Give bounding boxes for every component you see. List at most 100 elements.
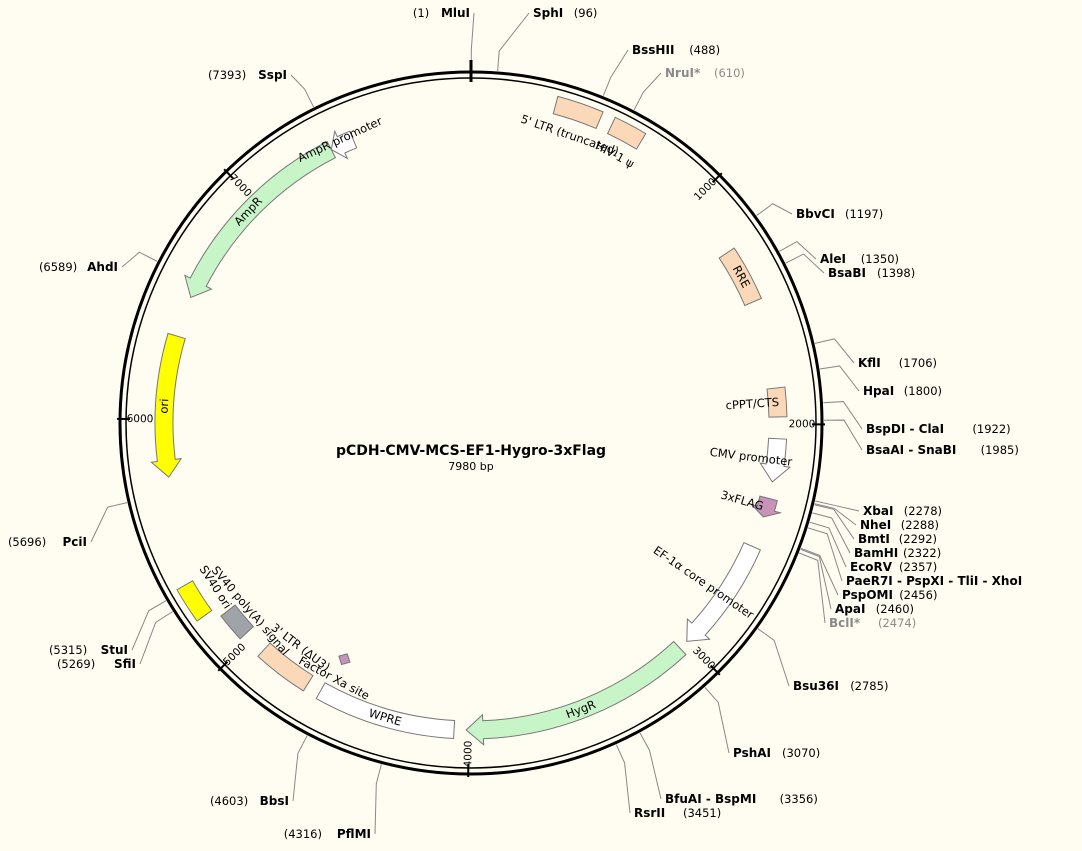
site-pflmi[interactable]: PflMI (4316) [284,827,371,841]
site-name: RsrII [634,806,665,820]
site-leader-ahdi [121,251,158,268]
feature-shape [220,604,255,640]
site-position: (2292) [899,532,937,546]
site-position: (1800) [904,384,942,398]
site-position: (1350) [861,252,899,266]
site-name: SfiI [114,657,136,671]
site-name: BclI* [829,616,861,630]
site-leaders [90,12,863,835]
site-leader-nrui [633,72,662,111]
site-position: (1) [413,6,429,20]
site-name: SspI [258,68,287,82]
site-leader-bcli [799,552,826,624]
feature-shape [150,332,186,478]
site-name: PflMI [337,827,371,841]
site-apai[interactable]: ApaI (2460) [835,602,914,616]
site-position: (4316) [284,827,322,841]
site-bbsi[interactable]: BbsI (4603) [210,794,289,808]
feature-rre[interactable]: RRE [718,247,763,307]
site-name: AleI [820,252,846,266]
feature-shape [257,642,314,692]
site-bcli[interactable]: BclI* (2474) [829,616,916,630]
site-bamhi[interactable]: BamHI (2322) [854,546,941,560]
site-name: BbvCI [796,207,835,221]
site-position: (7393) [208,68,246,82]
site-ahdi[interactable]: AhdI (6589) [39,260,118,274]
site-leader-pcii [90,502,128,543]
feature-shape [766,386,788,418]
plasmid-backbone [118,60,824,776]
site-name: PaeR7I - PspXI - TliI - XhoI [846,574,1022,588]
site-bbvci[interactable]: BbvCI (1197) [796,207,883,221]
site-name: XbaI [863,504,893,518]
site-position: (2456) [899,588,937,602]
site-bspdi[interactable]: BspDI - ClaI (1922) [866,422,1011,436]
site-ecorv[interactable]: EcoRV (2357) [850,560,937,574]
site-bfuai[interactable]: BfuAI - BspMI (3356) [665,792,818,806]
feature-shape [552,95,604,130]
site-bmti[interactable]: BmtI (2292) [858,532,937,546]
site-leader-kfli [814,338,855,364]
site-paer7i[interactable]: PaeR7I - PspXI - TliI - XhoI(2378) [846,574,1082,588]
site-bsshii[interactable]: BssHII (488) [632,43,720,57]
site-leader-sspi [290,74,315,108]
site-name: StuI [101,643,128,657]
feature-shape [749,495,783,518]
site-position: (1398) [877,266,915,280]
site-position: (610) [714,66,745,80]
tick-label-4000: 4000 [462,741,474,768]
site-pspomi[interactable]: PspOMI (2456) [842,588,937,602]
site-leader-bsu36i [757,628,790,687]
tick-1000 [711,172,723,184]
site-hpai[interactable]: HpaI (1800) [863,384,942,398]
site-alei[interactable]: AleI (1350) [820,252,899,266]
site-position: (6589) [39,260,77,274]
site-leader-bbsi [292,735,308,802]
feature-shape [315,682,456,740]
site-leader-apai [800,548,832,610]
site-name: BspDI - ClaI [866,422,944,436]
site-nhei[interactable]: NheI (2288) [860,518,939,532]
site-sphi[interactable]: SphI (96) [533,6,597,20]
feature-shape [718,247,763,307]
site-position: (1706) [899,356,937,370]
feature-ori[interactable]: ori [150,332,186,478]
site-mlui[interactable]: MluI (1) [413,6,470,20]
site-position: (4603) [210,794,248,808]
site-position: (2322) [903,546,941,560]
site-position: (3070) [782,746,820,760]
site-nrui[interactable]: NruI* (610) [665,66,745,80]
site-name: SphI [533,6,563,20]
site-sfii[interactable]: SfiI (5269) [57,657,136,671]
site-pcii[interactable]: PciI (5696) [8,535,87,549]
site-bsaai[interactable]: BsaAI - SnaBI (1985) [866,443,1019,457]
plasmid-size: 7980 bp [448,460,493,473]
site-leader-ecorv [809,521,847,568]
site-sspi[interactable]: SspI (7393) [208,68,287,82]
site-bsu36i[interactable]: Bsu36I (2785) [793,679,888,693]
site-xbai[interactable]: XbaI (2278) [863,504,942,518]
site-name: BfuAI - BspMI [665,792,756,806]
feature-cppt[interactable]: cPPT/CTS [725,386,788,418]
feature-shape [465,640,687,746]
site-stui[interactable]: StuI (5315) [49,643,128,657]
feature-hygr[interactable]: HygR [465,640,687,746]
site-rsrii[interactable]: RsrII (3451) [634,806,721,820]
site-position: (2460) [876,602,914,616]
site-name: KflI [858,356,881,370]
site-name: BamHI [854,546,898,560]
site-kfli[interactable]: KflI (1706) [858,356,937,370]
site-bsabi[interactable]: BsaBI (1398) [828,266,915,280]
site-position: (3356) [780,792,818,806]
site-leader-bsshii [602,49,629,96]
site-leader-bsaai [823,419,863,451]
site-pshai[interactable]: PshAI (3070) [733,746,820,760]
site-position: (2785) [850,679,888,693]
feature-wpre[interactable]: WPRE [315,682,456,740]
site-name: BmtI [858,532,890,546]
site-leader-bmti [814,504,855,540]
site-name: AhdI [87,260,118,274]
tick-label-6000: 6000 [127,413,154,425]
